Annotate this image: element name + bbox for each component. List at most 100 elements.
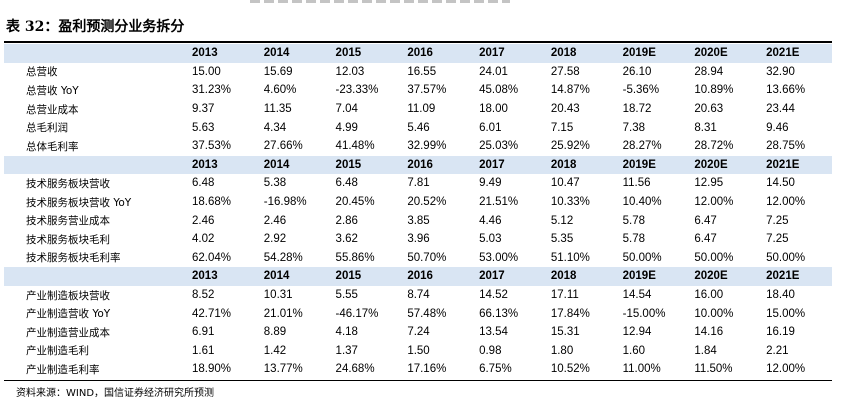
- table-cell: 5.03: [479, 233, 502, 246]
- table-cell: 20.52%: [407, 196, 447, 209]
- table-cell: 14.54: [622, 289, 652, 302]
- year-header-cell: 2020E: [688, 44, 761, 63]
- table-cell: 14.16: [694, 326, 724, 339]
- cropped-header-fragment: [0, 0, 843, 14]
- table-cell: 16.55: [407, 65, 437, 78]
- table-cell: 23.44: [766, 103, 795, 116]
- year-header-cell: 2013: [186, 44, 258, 63]
- forecast-table: 2013 2014 2015 2016 2017 2018 2019E 2020E 2021E 总…: [4, 44, 832, 379]
- table-cell: 11.00%: [622, 363, 661, 376]
- table-cell: 28.94: [694, 65, 724, 78]
- table-cell: 55.86%: [335, 251, 375, 264]
- table-cell: 16.00: [694, 289, 724, 302]
- year-header-cell: 2016: [401, 267, 474, 286]
- table-cell: 1.80: [550, 344, 574, 357]
- table-cell: 2.46: [192, 214, 215, 227]
- table-cell: 2.21: [766, 344, 789, 357]
- table-cell: 50.00%: [766, 251, 806, 264]
- year-header-cell: 2015: [329, 267, 402, 286]
- table-cell: 6.75%: [479, 363, 512, 376]
- table-cell: 4.18: [335, 326, 358, 339]
- year-header-row: 2013 2014 2015 2016 2017 2018 2019E 2020E 2021E: [4, 267, 832, 286]
- table-cell: 18.00: [479, 103, 508, 116]
- table-cell: 4.34: [263, 121, 287, 134]
- table-cell: 0.98: [479, 344, 502, 357]
- table-row: 产业制造毛利 1.61 1.42 1.37 1.50 0.98 1.80 1.60 1.84 2.…: [4, 342, 832, 361]
- table-cell: -16.98%: [263, 196, 307, 209]
- year-header-cell: 2013: [186, 267, 258, 286]
- table-cell: 20.43: [550, 103, 580, 116]
- table-cell: 1.42: [263, 344, 287, 357]
- table-cell: 37.57%: [407, 84, 447, 97]
- table-cell: 15.00%: [766, 307, 806, 320]
- table-cell: 1.37: [335, 344, 358, 357]
- table-cell: 6.48: [335, 177, 358, 190]
- table-row: 技术服务板块毛利 4.02 2.92 3.62 3.96 5.03 5.35 5.78 6.47…: [4, 230, 832, 249]
- table-cell: 3.85: [407, 214, 430, 227]
- table-cell: 15.31: [550, 326, 580, 339]
- year-header-cell: 2019E: [616, 267, 689, 286]
- table-cell: 26.10: [622, 65, 652, 78]
- table-row: 技术服务板块毛利率 62.04% 54.28% 55.86% 50.70% 53.00% 5…: [4, 249, 832, 268]
- table-cell: 11.35: [263, 103, 292, 116]
- year-header-cell: 2017: [473, 267, 545, 286]
- row-label: 产业制造营收 YoY: [26, 308, 111, 321]
- table-cell: 20.45%: [335, 196, 375, 209]
- table-cell: 17.16%: [407, 363, 447, 376]
- table-cell: 53.00%: [479, 251, 519, 264]
- row-label: 产业制造营业成本: [26, 326, 110, 339]
- table-cell: 6.48: [192, 177, 215, 190]
- table-row: 产业制造营收 YoY 42.71% 21.01% -46.17% 57.48% 66.13…: [4, 304, 832, 323]
- table-cell: 18.40: [766, 289, 795, 302]
- table-cell: 2.92: [263, 233, 287, 246]
- table-cell: 51.10%: [550, 251, 590, 264]
- table-cell: 1.61: [192, 344, 215, 357]
- year-header-cell: 2019E: [616, 44, 689, 63]
- year-header-cell: 2016: [401, 44, 474, 63]
- table-title: 表 32：盈利预测分业务拆分: [6, 19, 185, 35]
- year-header-row: 2013 2014 2015 2016 2017 2018 2019E 2020E 2021E: [4, 44, 832, 63]
- year-header-cell: 2021E: [760, 267, 832, 286]
- table-cell: 27.66%: [263, 140, 303, 153]
- table-row: 总毛利润 5.63 4.34 4.99 5.46 6.01 7.15 7.38 8.31 9.46: [4, 118, 832, 137]
- table-cell: 18.72: [622, 103, 652, 116]
- table-cell: 42.71%: [192, 307, 232, 320]
- table-cell: 7.81: [407, 177, 430, 190]
- row-label: 总体毛利率: [26, 140, 79, 153]
- table-cell: 32.90: [766, 65, 795, 78]
- table-cell: 13.77%: [263, 363, 303, 376]
- table-cell: 15.69: [263, 65, 293, 78]
- table-cell: 10.00%: [694, 307, 734, 320]
- table-cell: 3.96: [407, 233, 430, 246]
- table-cell: 8.89: [263, 326, 287, 339]
- table-cell: 4.60%: [263, 84, 297, 97]
- table-cell: 62.04%: [192, 251, 232, 264]
- table-cell: 20.63: [694, 103, 724, 116]
- table-cell: 9.46: [766, 121, 789, 134]
- table-cell: 21.01%: [263, 307, 303, 320]
- table-cell: 9.37: [192, 103, 215, 116]
- table-cell: 37.53%: [192, 140, 232, 153]
- table-cell: 8.52: [192, 289, 215, 302]
- row-label: 总营收 YoY: [26, 84, 79, 97]
- table-row: 总营业成本 9.37 11.35 7.04 11.09 18.00 20.43 18.72 20…: [4, 100, 832, 119]
- table-cell: 31.23%: [192, 84, 232, 97]
- row-label: 技术服务营业成本: [26, 215, 110, 228]
- table-cell: 24.01: [479, 65, 508, 78]
- header-blank-cell: [4, 155, 187, 175]
- row-label: 技术服务板块毛利率: [26, 252, 121, 265]
- row-label: 总毛利润: [26, 122, 68, 135]
- table-cell: 21.51%: [479, 196, 519, 209]
- table-cell: 1.60: [622, 344, 645, 357]
- table-row: 技术服务板块营收 YoY 18.68% -16.98% 20.45% 20.52% 21.…: [4, 193, 832, 212]
- table-cell: 1.50: [407, 344, 430, 357]
- table-cell: 14.50: [766, 177, 795, 190]
- year-header-cell: 2019E: [616, 155, 689, 175]
- table-cell: 10.31: [263, 289, 293, 302]
- table-cell: 11.56: [622, 177, 651, 190]
- table-cell: 6.01: [479, 121, 502, 134]
- year-header-cell: 2015: [329, 155, 402, 175]
- table-cell: 8.74: [407, 289, 430, 302]
- year-header-cell: 2014: [257, 44, 330, 63]
- table-cell: 12.03: [335, 65, 365, 78]
